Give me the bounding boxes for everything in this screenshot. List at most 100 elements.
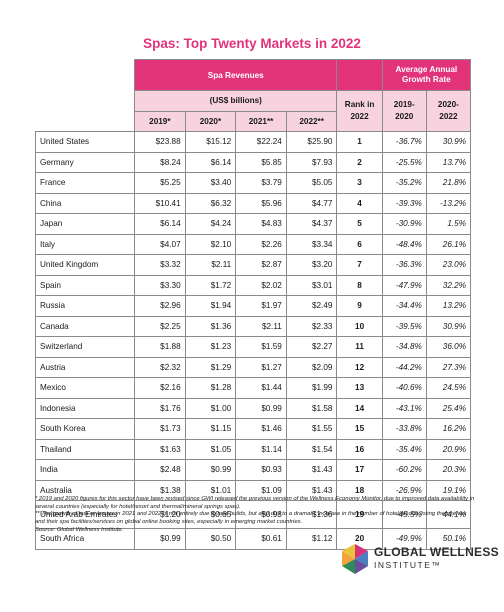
- growth-2019-2020-cell: -47.9%: [381, 274, 427, 296]
- revenue-2020-cell: $1.15: [184, 418, 237, 440]
- footnote-1: * 2019 and 2020 figures for this sector …: [35, 496, 475, 510]
- rank-cell: 1: [336, 131, 383, 153]
- revenue-2020-cell: $1.23: [184, 336, 237, 358]
- country-cell: France: [34, 172, 136, 194]
- revenue-2021-cell: $1.14: [235, 438, 287, 460]
- rank-cell: 20: [336, 528, 383, 550]
- table-row: Germany $8.24 $6.14 $5.85 $7.93 2 -25.5% 13.7%: [34, 151, 472, 173]
- growth-2020-2022-cell: 50.1%: [425, 528, 472, 550]
- growth-2019-2020-cell: -43.1%: [381, 397, 427, 419]
- revenue-2020-cell: $0.50: [184, 528, 237, 550]
- table-row: Switzerland $1.88 $1.23 $1.59 $2.27 11 -34.8% 3…: [34, 336, 472, 358]
- revenue-2020-cell: $0.99: [184, 459, 237, 481]
- country-cell: United Kingdom: [34, 254, 136, 276]
- revenue-2021-cell: $5.85: [235, 151, 287, 173]
- growth-2020-2022-cell: 24.5%: [425, 377, 472, 399]
- growth-header: Average Annual Growth Rate: [381, 59, 472, 91]
- growth-2019-2020-cell: -34.4%: [381, 295, 427, 317]
- growth-2020-2022-cell: 21.8%: [425, 172, 472, 194]
- revenue-2020-cell: $15.12: [184, 131, 237, 153]
- revenue-2020-cell: $1.72: [184, 274, 237, 296]
- revenue-2021-cell: $0.99: [235, 397, 287, 419]
- table-row: Spain $3.30 $1.72 $2.02 $3.01 8 -47.9% 32.2%: [34, 274, 472, 296]
- revenue-2022-cell: $3.34: [285, 233, 338, 255]
- year-header-2021: 2021**: [235, 110, 287, 132]
- growth-2020-2022-cell: 44.1%: [425, 500, 472, 529]
- revenue-2020-cell: $2.10: [184, 233, 237, 255]
- growth-2020-2022-cell: 26.1%: [425, 233, 472, 255]
- revenue-2019-cell: $4.07: [134, 233, 186, 255]
- country-cell: Spain: [34, 274, 136, 296]
- revenue-2021-cell: $4.83: [235, 213, 287, 235]
- revenue-2021-cell: $22.24: [235, 131, 287, 153]
- table-row: South Africa $0.99 $0.50 $0.61 $1.12 20 -49.9%…: [34, 528, 472, 550]
- country-cell: Italy: [34, 233, 136, 255]
- table-row: China $10.41 $6.32 $5.96 $4.77 4 -39.3% -13.2%: [34, 192, 472, 214]
- revenue-2021-cell: $1.59: [235, 336, 287, 358]
- country-cell: China: [34, 192, 136, 214]
- revenue-2019-cell: $1.63: [134, 438, 186, 460]
- country-cell: India: [34, 459, 136, 481]
- table-row: Indonesia $1.76 $1.00 $0.99 $1.58 14 -43.1% 25.…: [34, 397, 472, 419]
- revenue-2020-cell: $1.00: [184, 397, 237, 419]
- revenue-2022-cell: $2.27: [285, 336, 338, 358]
- country-cell: Japan: [34, 213, 136, 235]
- source-note: Source: Global Wellness Institute.: [35, 526, 124, 533]
- revenue-2019-cell: $3.30: [134, 274, 186, 296]
- growth-2019-2020-cell: -25.5%: [381, 151, 427, 173]
- rank-cell: 13: [336, 377, 383, 399]
- rank-cell: 11: [336, 336, 383, 358]
- corner-empty-2: [36, 91, 135, 112]
- revenue-2022-cell: $1.55: [285, 418, 338, 440]
- country-cell: Indonesia: [34, 397, 136, 419]
- revenue-2019-cell: $2.96: [134, 295, 186, 317]
- growth-2020-2022-cell: 36.0%: [425, 336, 472, 358]
- rank-cell: 6: [336, 233, 383, 255]
- revenue-2021-cell: $2.26: [235, 233, 287, 255]
- revenue-2021-cell: $5.96: [235, 192, 287, 214]
- logo-line1: GLOBAL WELLNESS: [374, 545, 499, 559]
- growth-2020-2022-cell: 1.5%: [425, 213, 472, 235]
- revenue-2020-cell: $0.65: [184, 500, 237, 529]
- revenue-2021-cell: $1.44: [235, 377, 287, 399]
- growth-2019-2020-cell: -36.7%: [381, 131, 427, 153]
- revenue-2020-cell: $2.11: [184, 254, 237, 276]
- country-cell: Canada: [34, 315, 136, 337]
- revenue-2022-cell: $1.43: [285, 459, 338, 481]
- growth-2020-2022-cell: 16.2%: [425, 418, 472, 440]
- revenue-2020-cell: $1.28: [184, 377, 237, 399]
- revenue-2020-cell: $1.29: [184, 356, 237, 378]
- table-row: Japan $6.14 $4.24 $4.83 $4.37 5 -30.9% 1.5%: [34, 213, 472, 235]
- corner-empty-3: [36, 111, 135, 132]
- rank-cell: 14: [336, 397, 383, 419]
- table-row: Russia $2.96 $1.94 $1.97 $2.49 9 -34.4% 13.2%: [34, 295, 472, 317]
- revenue-2021-cell: $2.11: [235, 315, 287, 337]
- growth-2020-2022-cell: 27.3%: [425, 356, 472, 378]
- revenue-2019-cell: $8.24: [134, 151, 186, 173]
- growth-2020-2022-cell: -13.2%: [425, 192, 472, 214]
- country-cell: Switzerland: [34, 336, 136, 358]
- growth-2019-2020-cell: -30.9%: [381, 213, 427, 235]
- growth-2019-2020-cell: -44.2%: [381, 356, 427, 378]
- revenue-2021-cell: $1.46: [235, 418, 287, 440]
- growth-2020-2022-cell: 13.7%: [425, 151, 472, 173]
- country-cell: Mexico: [34, 377, 136, 399]
- table-row: Mexico $2.16 $1.28 $1.44 $1.99 13 -40.6% 24.5%: [34, 377, 472, 399]
- country-cell: United Arab Emirates: [34, 500, 136, 529]
- growth-2019-2020-cell: -48.4%: [381, 233, 427, 255]
- revenue-2022-cell: $5.05: [285, 172, 338, 194]
- growth-2019-2020-cell: -35.2%: [381, 172, 427, 194]
- revenue-2019-cell: $1.20: [134, 500, 186, 529]
- page-title: Spas: Top Twenty Markets in 2022: [143, 36, 361, 51]
- revenue-2019-cell: $2.48: [134, 459, 186, 481]
- year-header-2020: 2020*: [184, 110, 237, 132]
- revenue-2019-cell: $2.16: [134, 377, 186, 399]
- revenue-2020-cell: $1.36: [184, 315, 237, 337]
- revenue-2021-cell: $2.02: [235, 274, 287, 296]
- table-row: Canada $2.25 $1.36 $2.11 $2.33 10 -39.5% 30.9%: [34, 315, 472, 337]
- rank-cell: 12: [336, 356, 383, 378]
- rank-header: Rank in 2022: [336, 90, 383, 132]
- revenue-2022-cell: $1.99: [285, 377, 338, 399]
- rank-cell: 10: [336, 315, 383, 337]
- country-cell: Austria: [34, 356, 136, 378]
